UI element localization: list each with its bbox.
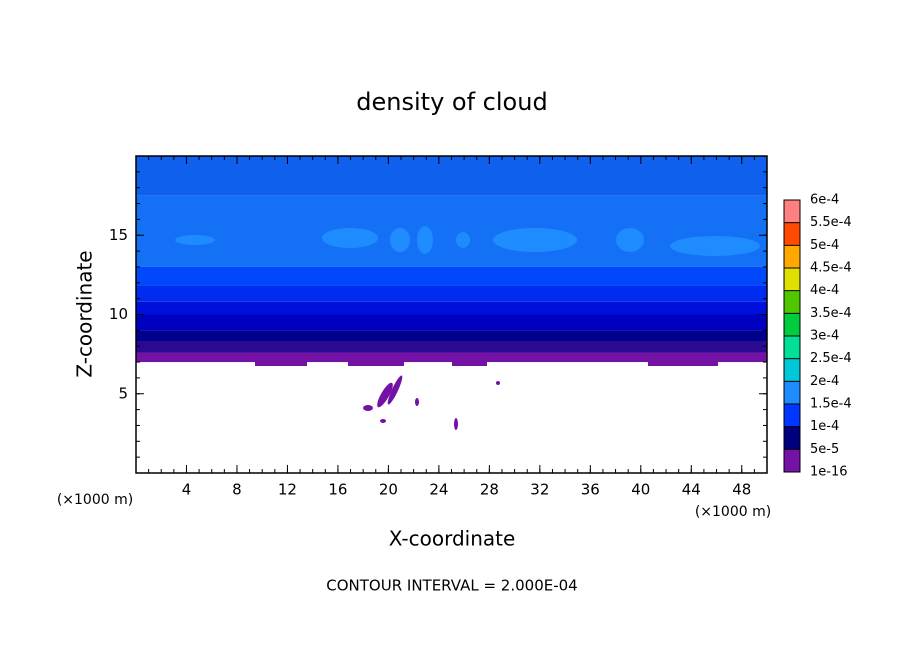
light-patch (670, 236, 760, 256)
x-tick-label: 8 (232, 481, 242, 499)
purple-dip (648, 359, 718, 366)
x-tick-label: 32 (530, 481, 549, 499)
purple-speck (363, 405, 373, 411)
colorbar-label: 5.5e-4 (810, 215, 852, 230)
light-patch (493, 228, 577, 252)
chart-title: density of cloud (356, 88, 547, 116)
x-tick-label: 16 (328, 481, 347, 499)
y-tick-label: 15 (109, 226, 128, 244)
x-tick-label: 24 (429, 481, 448, 499)
colorbar-label: 6e-4 (810, 193, 839, 208)
light-patch (322, 228, 378, 248)
contour-band (136, 352, 767, 363)
colorbar-segment (784, 426, 800, 450)
colorbar-label: 5e-4 (810, 238, 839, 253)
colorbar-label: 2e-4 (810, 374, 839, 389)
colorbar-segment (784, 268, 800, 291)
plot-area (136, 156, 767, 363)
colorbar-segment (784, 200, 800, 223)
contour-band (136, 330, 767, 342)
y-axis-label: Z-coordinate (73, 250, 97, 377)
x-tick-label: 12 (278, 481, 297, 499)
colorbar-segment (784, 381, 800, 404)
y-tick-label: 5 (118, 384, 128, 402)
contour-band (136, 314, 767, 331)
y-axis-unit: (×1000 m) (57, 492, 133, 508)
x-tick-label: 28 (480, 481, 499, 499)
x-tick-label: 4 (182, 481, 192, 499)
colorbar-label: 2.5e-4 (810, 351, 852, 366)
x-tick-label: 48 (732, 481, 751, 499)
light-patch (456, 232, 470, 248)
colorbar-label: 3e-4 (810, 329, 839, 344)
colorbar-label: 1e-4 (810, 419, 839, 434)
x-tick-label: 44 (682, 481, 701, 499)
colorbar-label: 4e-4 (810, 283, 839, 298)
axes: 4 8 12 16 20 24 28 32 36 40 44 48510151e-165e-51e-4… (109, 155, 852, 499)
colorbar-label: 4.5e-4 (810, 261, 852, 276)
colorbar-segment (784, 358, 800, 382)
contour-band (136, 266, 767, 286)
contour-band (136, 341, 767, 353)
purple-dip (348, 359, 404, 366)
purple-dip (255, 359, 307, 366)
colorbar-label: 5e-5 (810, 442, 839, 457)
contour-band (136, 285, 767, 302)
contour-band (136, 301, 767, 315)
light-patch (175, 235, 215, 245)
purple-speck (377, 382, 393, 408)
footer-note: CONTOUR INTERVAL = 2.000E-04 (326, 577, 577, 595)
colorbar-segment (784, 313, 800, 336)
light-patch (390, 228, 410, 252)
colorbar-segment (784, 404, 800, 427)
purple-dip (452, 359, 487, 366)
contour-band (136, 156, 767, 196)
light-patch (417, 226, 433, 254)
colorbar-label: 1e-16 (810, 465, 848, 480)
contour-detail (175, 226, 760, 430)
purple-speck (496, 381, 500, 385)
colorbar-segment (784, 245, 800, 268)
colorbar-segment (784, 336, 800, 359)
x-tick-label: 36 (581, 481, 600, 499)
y-tick-label: 10 (109, 305, 128, 323)
colorbar-label: 3.5e-4 (810, 306, 852, 321)
colorbar-segment (784, 290, 800, 314)
purple-speck (415, 398, 419, 406)
x-axis-label: X-coordinate (389, 527, 516, 551)
colorbar-segment (784, 449, 800, 472)
x-tick-label: 20 (379, 481, 398, 499)
purple-speck (380, 419, 386, 423)
purple-speck (454, 418, 458, 430)
x-axis-unit: (×1000 m) (695, 504, 771, 520)
light-patch (616, 228, 644, 252)
colorbar-label: 1.5e-4 (810, 397, 852, 412)
x-tick-label: 40 (631, 481, 650, 499)
purple-speck (387, 375, 403, 405)
contour-band (136, 195, 767, 267)
colorbar-segment (784, 222, 800, 246)
